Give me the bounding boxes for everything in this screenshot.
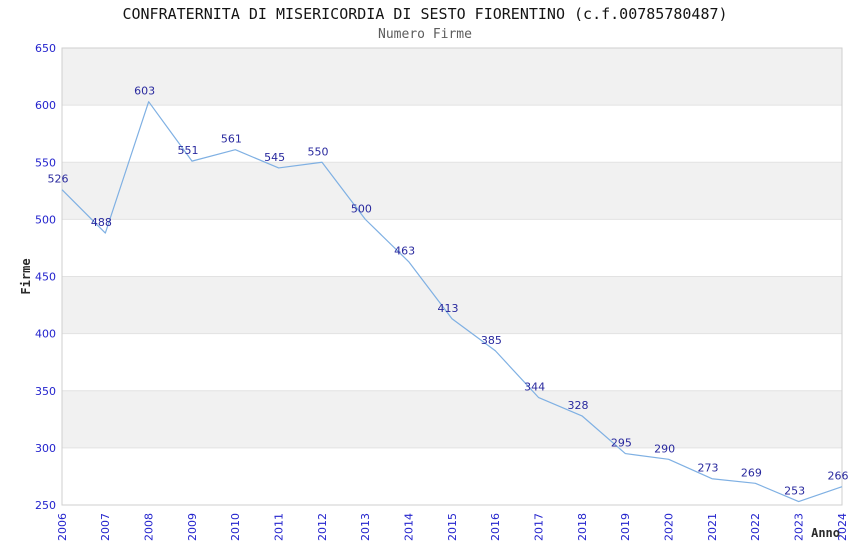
y-tick-label: 650 xyxy=(35,42,56,55)
x-tick-label: 2011 xyxy=(273,513,286,541)
y-tick-label: 300 xyxy=(35,442,56,455)
point-label: 551 xyxy=(178,144,199,157)
point-label: 413 xyxy=(438,302,459,315)
y-tick-label: 450 xyxy=(35,271,56,284)
y-tick-label: 250 xyxy=(35,499,56,512)
point-label: 344 xyxy=(524,381,545,394)
point-label: 545 xyxy=(264,151,285,164)
x-tick-label: 2017 xyxy=(533,513,546,541)
x-tick-label: 2019 xyxy=(619,513,632,541)
grid-band xyxy=(62,162,842,220)
y-tick-label: 600 xyxy=(35,99,56,112)
grid-band xyxy=(62,390,842,448)
x-tick-label: 2014 xyxy=(403,513,416,541)
point-label: 253 xyxy=(784,485,805,498)
point-label: 385 xyxy=(481,334,502,347)
x-tick-label: 2023 xyxy=(793,513,806,541)
x-tick-label: 2024 xyxy=(836,513,849,541)
point-label: 488 xyxy=(91,216,112,229)
point-label: 273 xyxy=(698,462,719,475)
x-axis-label: Anno xyxy=(811,526,840,540)
x-tick-label: 2006 xyxy=(56,513,69,541)
x-tick-label: 2007 xyxy=(99,513,112,541)
y-tick-label: 550 xyxy=(35,156,56,169)
point-label: 550 xyxy=(308,145,329,158)
x-tick-label: 2016 xyxy=(489,513,502,541)
x-tick-label: 2012 xyxy=(316,513,329,541)
point-label: 603 xyxy=(134,85,155,98)
point-label: 328 xyxy=(568,399,589,412)
point-label: 290 xyxy=(654,442,675,455)
point-label: 526 xyxy=(48,173,69,186)
y-axis-label: Firme xyxy=(19,258,33,294)
grid-band xyxy=(62,48,842,106)
grid-band xyxy=(62,105,842,163)
y-tick-label: 500 xyxy=(35,213,56,226)
x-tick-label: 2010 xyxy=(229,513,242,541)
x-tick-label: 2022 xyxy=(749,513,762,541)
chart-title: CONFRATERNITA DI MISERICORDIA DI SESTO F… xyxy=(122,5,728,23)
x-tick-label: 2021 xyxy=(706,513,719,541)
grid-band xyxy=(62,219,842,277)
point-label: 463 xyxy=(394,245,415,258)
x-tick-label: 2020 xyxy=(663,513,676,541)
plot-border xyxy=(61,47,843,506)
y-tick-label: 400 xyxy=(35,328,56,341)
point-label: 561 xyxy=(221,133,242,146)
x-tick-label: 2013 xyxy=(359,513,372,541)
x-tick-label: 2015 xyxy=(446,513,459,541)
grid-band xyxy=(62,276,842,334)
x-tick-label: 2009 xyxy=(186,513,199,541)
point-label: 500 xyxy=(351,202,372,215)
point-label: 266 xyxy=(828,470,849,483)
y-tick-label: 350 xyxy=(35,385,56,398)
grid-band xyxy=(62,447,842,505)
x-tick-label: 2008 xyxy=(143,513,156,541)
data-line xyxy=(61,101,843,503)
grid-band xyxy=(62,333,842,391)
point-label: 295 xyxy=(611,437,632,450)
x-tick-label: 2018 xyxy=(576,513,589,541)
point-label: 269 xyxy=(741,466,762,479)
chart-subtitle: Numero Firme xyxy=(378,27,472,42)
